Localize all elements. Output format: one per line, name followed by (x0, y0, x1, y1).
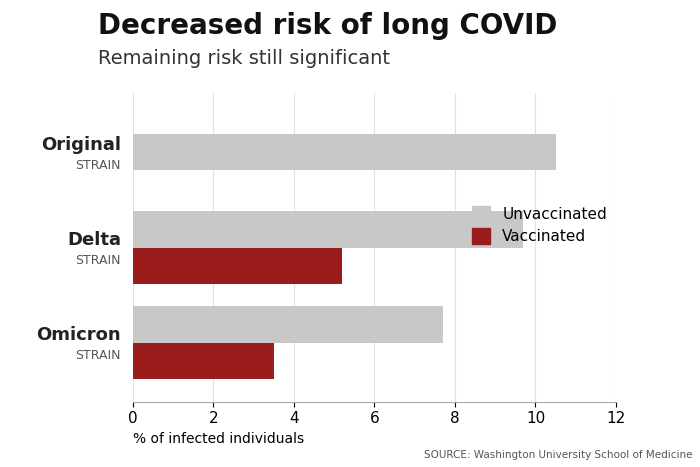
Text: Decreased risk of long COVID: Decreased risk of long COVID (98, 12, 557, 40)
Text: Omicron: Omicron (36, 326, 121, 344)
X-axis label: % of infected individuals: % of infected individuals (133, 432, 304, 446)
Bar (133, 134, 556, 170)
Legend: Unvaccinated, Vaccinated: Unvaccinated, Vaccinated (466, 200, 613, 250)
Text: STRAIN: STRAIN (76, 349, 121, 362)
Text: SOURCE: Washington University School of Medicine: SOURCE: Washington University School of … (424, 450, 693, 460)
Text: STRAIN: STRAIN (76, 255, 121, 267)
Text: Original: Original (41, 136, 121, 154)
Bar (133, 306, 443, 343)
Text: STRAIN: STRAIN (76, 159, 121, 172)
Bar (133, 343, 274, 379)
Bar (133, 212, 524, 248)
Text: Delta: Delta (67, 231, 121, 249)
Bar (133, 248, 342, 283)
Text: Remaining risk still significant: Remaining risk still significant (98, 49, 390, 68)
